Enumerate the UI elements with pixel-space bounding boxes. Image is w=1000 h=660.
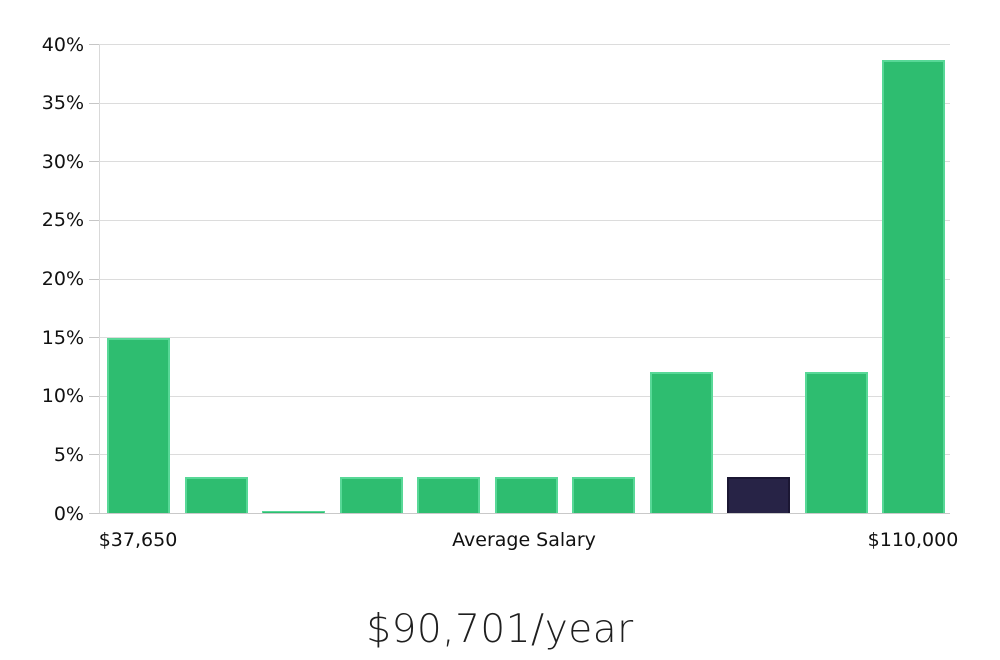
y-axis-tick (89, 102, 99, 104)
salary-bar[interactable] (572, 476, 635, 513)
x-axis-label-max-salary: $110,000 (867, 529, 959, 551)
x-axis-baseline (99, 513, 950, 514)
gridline (99, 454, 950, 456)
y-axis-tick (89, 337, 99, 339)
salary-bar[interactable] (882, 60, 945, 513)
salary-bar[interactable] (184, 476, 248, 513)
gridline (99, 395, 950, 397)
gridline (99, 44, 950, 45)
salary-bar-highlighted[interactable] (727, 476, 790, 513)
y-axis-tick-label: 5% (53, 443, 84, 466)
gridline (99, 219, 950, 221)
salary-bar[interactable] (262, 511, 325, 513)
y-axis-tick-label: 10% (41, 385, 84, 408)
salary-bar[interactable] (804, 372, 868, 513)
y-axis-tick (89, 278, 99, 280)
y-axis-tick-label: 20% (41, 268, 84, 290)
y-axis-tick (89, 219, 99, 221)
gridline (99, 337, 950, 339)
y-axis-tick-label: 25% (41, 209, 84, 232)
average-salary-title: $90,701/year (366, 607, 634, 652)
gridline (99, 278, 950, 280)
y-axis-tick-label: 15% (41, 326, 84, 349)
y-axis-tick (89, 454, 99, 456)
plot-area (99, 44, 950, 514)
y-axis-tick-label: 30% (41, 150, 84, 173)
gridline (99, 161, 950, 163)
x-axis-label-min-salary: $37,650 (98, 529, 178, 551)
y-axis-tick (89, 513, 99, 514)
x-axis-label-average-salary: Average Salary (452, 529, 596, 551)
salary-bar[interactable] (649, 372, 713, 513)
salary-bar[interactable] (417, 476, 480, 513)
salary-bar[interactable] (494, 476, 558, 513)
gridline (99, 102, 950, 104)
y-axis-tick (89, 395, 99, 397)
y-axis-tick-label: 0% (53, 502, 84, 525)
y-axis-tick (89, 44, 99, 45)
salary-bar[interactable] (339, 476, 403, 513)
y-axis-tick-label: 35% (41, 92, 84, 115)
salary-bar[interactable] (107, 338, 170, 513)
y-axis-tick-label: 40% (41, 33, 84, 56)
y-axis-tick (89, 161, 99, 163)
